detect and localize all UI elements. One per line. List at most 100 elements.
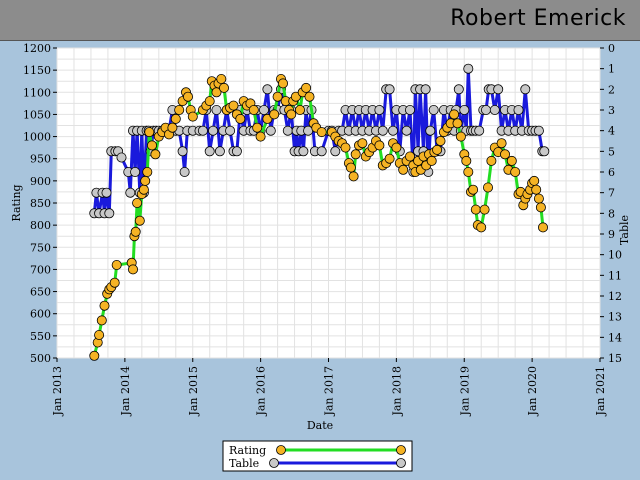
y-tick-label: 900: [30, 175, 51, 188]
table-point: [225, 125, 236, 136]
y2-tick-label: 3: [608, 104, 615, 117]
y2-tick-label: 6: [608, 166, 615, 179]
rating-point: [452, 118, 463, 129]
table-point: [101, 187, 112, 198]
x-tick-label: Jan 2014: [119, 366, 132, 417]
table-point: [459, 105, 470, 116]
rating-point: [461, 155, 472, 166]
y2-tick-label: 8: [608, 207, 615, 220]
rating-point: [138, 184, 149, 195]
rating-point: [345, 162, 356, 173]
table-point: [231, 146, 242, 157]
rating-point: [286, 109, 297, 120]
rating-point: [96, 315, 107, 326]
table-point: [513, 105, 524, 116]
rating-point: [529, 175, 540, 186]
x-axis: Jan 2013 Jan 2014 Jan 2015 Jan 2016 Jan 2017…: [51, 358, 607, 417]
rating-point: [463, 167, 474, 178]
table-point: [489, 105, 500, 116]
legend-table-marker-start: [269, 458, 279, 468]
y2-tick-label: 7: [608, 187, 615, 200]
rating-point: [127, 264, 138, 275]
rating-point: [130, 226, 141, 237]
rating-point: [316, 127, 327, 138]
table-point: [374, 105, 385, 116]
player-name: Robert Emerick: [450, 6, 626, 31]
table-point: [298, 146, 309, 157]
table-point: [377, 125, 388, 136]
rating-point: [144, 127, 155, 138]
rating-point: [482, 182, 493, 193]
x-tick-label: Jan 2021: [594, 366, 607, 417]
rating-point: [499, 149, 510, 160]
rating-point: [146, 140, 157, 151]
y2-tick-label: 0: [608, 42, 615, 55]
y-tick-label: 500: [30, 352, 51, 365]
table-point: [258, 105, 269, 116]
y-tick-label: 650: [30, 286, 51, 299]
y-tick-label: 1000: [23, 131, 51, 144]
rating-point: [187, 111, 198, 122]
rating-point: [140, 175, 151, 186]
table-point: [474, 125, 485, 136]
rating-point: [535, 202, 546, 213]
rating-point: [350, 149, 361, 160]
y2-axis-label: Table: [618, 215, 631, 245]
y2-tick-label: 12: [608, 290, 622, 303]
table-point: [116, 152, 127, 163]
rating-point: [301, 82, 312, 93]
table-point: [401, 125, 412, 136]
rating-point: [248, 105, 259, 116]
rating-point: [170, 113, 181, 124]
y-tick-label: 1200: [23, 42, 51, 55]
y-tick-label: 800: [30, 219, 51, 232]
rating-point: [435, 136, 446, 147]
table-point: [420, 84, 431, 95]
y2-tick-label: 4: [608, 125, 615, 138]
y-tick-label: 1100: [23, 86, 51, 99]
rating-point: [533, 193, 544, 204]
table-point: [330, 146, 341, 157]
legend-table-label: Table: [229, 457, 259, 470]
y-tick-label: 950: [30, 153, 51, 166]
y2-tick-label: 5: [608, 145, 615, 158]
x-tick-label: Jan 2015: [187, 366, 200, 417]
y2-tick-label: 11: [608, 269, 622, 282]
table-point: [130, 167, 141, 178]
table-point: [197, 125, 208, 136]
table-point: [282, 125, 293, 136]
rating-point: [182, 91, 193, 102]
rating-point: [432, 144, 443, 155]
rating-point: [304, 91, 315, 102]
rating-point: [398, 164, 409, 175]
rating-point: [272, 91, 283, 102]
rating-point: [426, 155, 437, 166]
rating-point: [228, 100, 239, 111]
legend-rating-label: Rating: [229, 444, 266, 457]
table-point: [104, 208, 115, 219]
rating-chart: 5005506006507007508008509009501000105011…: [10, 42, 631, 472]
rating-point: [479, 204, 490, 215]
y-tick-label: 550: [30, 330, 51, 343]
table-point: [177, 146, 188, 157]
rating-point: [277, 78, 288, 89]
rating-point: [134, 215, 145, 226]
rating-point: [470, 204, 481, 215]
rating-point: [109, 277, 120, 288]
legend-box: [222, 440, 413, 472]
rating-point: [340, 142, 351, 153]
rating-point: [449, 109, 460, 120]
rating-point: [150, 149, 161, 160]
rating-point: [476, 222, 487, 233]
x-tick-label: Jan 2020: [526, 366, 539, 417]
rating-point: [496, 138, 507, 149]
y-tick-label: 1050: [23, 108, 51, 121]
y2-tick-label: 14: [608, 331, 622, 344]
rating-point: [348, 171, 359, 182]
legend: Rating Table: [222, 440, 413, 472]
rating-point: [357, 138, 368, 149]
table-point: [387, 125, 398, 136]
rating-point: [538, 222, 549, 233]
table-point: [179, 167, 190, 178]
